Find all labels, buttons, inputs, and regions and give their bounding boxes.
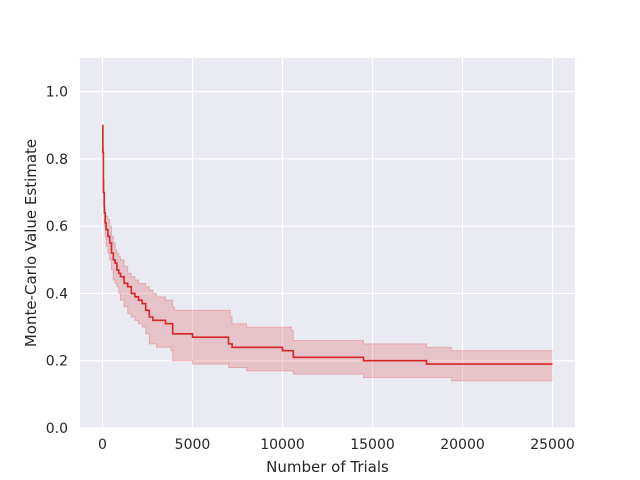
x-tick-label: 5000 — [175, 437, 211, 453]
confidence-band-upper-edge — [102, 124, 553, 352]
y-tick-label: 0.8 — [46, 152, 68, 168]
x-tick-labels: 0 5000 10000 15000 20000 25000 — [98, 437, 575, 453]
confidence-band-lower-edge — [102, 124, 553, 382]
x-tick-label: 0 — [98, 437, 107, 453]
x-tick-label: 20000 — [440, 437, 485, 453]
y-tick-label: 0.0 — [46, 421, 68, 437]
plot-background — [80, 58, 575, 428]
y-tick-label: 0.4 — [46, 286, 68, 302]
grid — [80, 58, 575, 429]
y-tick-label: 1.0 — [46, 85, 68, 101]
y-tick-label: 0.2 — [46, 354, 68, 370]
x-tick-label: 25000 — [530, 437, 575, 453]
y-axis-label: Monte-Carlo Value Estimate — [22, 139, 40, 347]
x-tick-label: 15000 — [350, 437, 395, 453]
y-tick-label: 0.6 — [46, 219, 68, 235]
x-tick-label: 10000 — [260, 437, 305, 453]
confidence-band — [102, 125, 553, 381]
y-tick-labels: 0.0 0.2 0.4 0.6 0.8 1.0 — [46, 85, 68, 437]
x-axis-label: Number of Trials — [266, 458, 389, 476]
series-line — [102, 124, 553, 365]
